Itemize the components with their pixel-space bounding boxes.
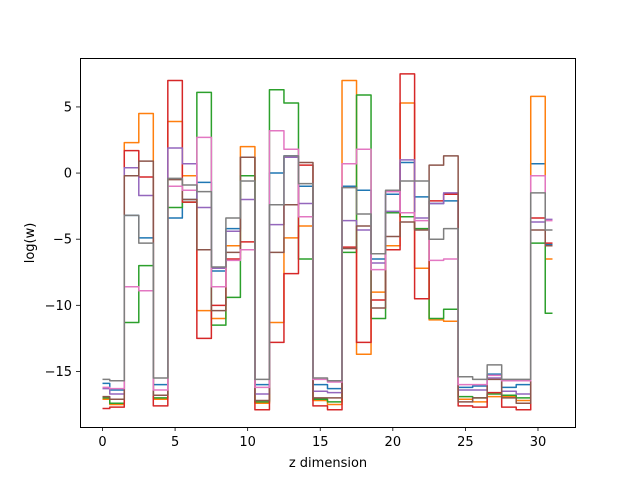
x-axis-label: z dimension — [289, 456, 367, 471]
x-tick-label: 10 — [239, 435, 256, 450]
series-line-5 — [102, 147, 553, 397]
series-layer — [102, 73, 553, 411]
y-tick-label: 5 — [64, 100, 72, 115]
x-tick-label: 20 — [385, 435, 402, 450]
x-tick-label: 5 — [171, 435, 179, 450]
x-tick-label: 15 — [312, 435, 329, 450]
x-tick-label: 30 — [530, 435, 547, 450]
x-tick-label: 25 — [457, 435, 474, 450]
y-tick-label: −10 — [45, 299, 72, 314]
x-axis-ticks: 0 5 10 15 20 25 30 — [98, 427, 546, 450]
series-line-8 — [102, 155, 553, 382]
y-tick-label: −15 — [45, 365, 72, 380]
series-line-4 — [102, 73, 553, 411]
series-line-6 — [102, 155, 553, 404]
series-line-1 — [102, 155, 553, 391]
y-axis-label: log(w) — [23, 223, 38, 264]
y-axis-ticks: −15 −10 −5 0 5 — [45, 100, 80, 380]
y-tick-label: 0 — [64, 167, 72, 182]
plot-area-frame — [80, 58, 576, 428]
x-tick-label: 0 — [98, 435, 106, 450]
y-tick-label: −5 — [53, 233, 72, 248]
series-line-7 — [102, 129, 553, 391]
